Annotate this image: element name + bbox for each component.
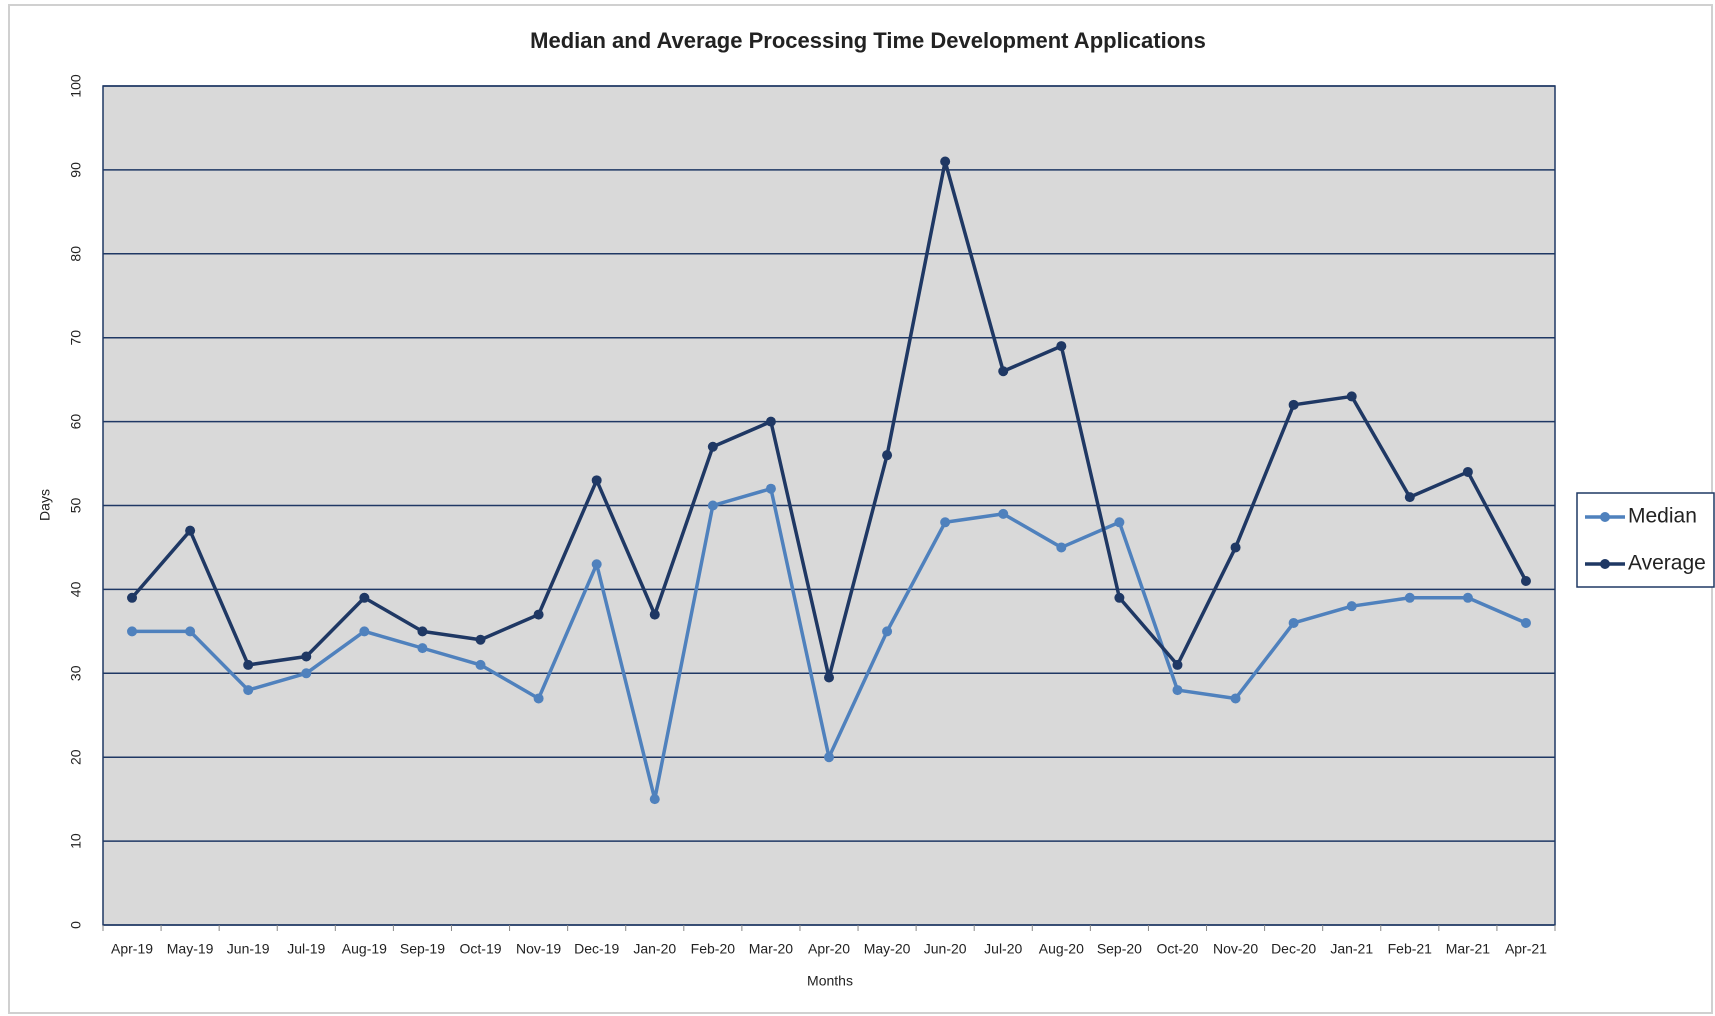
- x-tick-label: Aug-20: [1039, 941, 1084, 957]
- data-point: [998, 366, 1009, 377]
- data-point: [649, 794, 660, 805]
- x-tick-label: Mar-21: [1446, 941, 1491, 957]
- x-tick-label: Apr-20: [808, 941, 850, 957]
- x-tick-label: Mar-20: [749, 941, 794, 957]
- data-point: [1462, 592, 1473, 603]
- data-point: [1404, 492, 1415, 503]
- data-point: [127, 626, 138, 637]
- data-point: [359, 626, 370, 637]
- x-tick-label: Sep-20: [1097, 941, 1142, 957]
- x-tick-label: May-20: [864, 941, 911, 957]
- data-point: [1114, 592, 1125, 603]
- x-tick-label: Dec-19: [574, 941, 619, 957]
- data-point: [533, 693, 544, 704]
- x-tick-label: May-19: [167, 941, 214, 957]
- data-point: [1172, 659, 1183, 670]
- y-tick-label: 40: [68, 581, 84, 597]
- x-tick-label: Jan-20: [633, 941, 676, 957]
- y-tick-label: 80: [68, 246, 84, 262]
- data-point: [243, 685, 254, 696]
- data-point: [591, 475, 602, 486]
- x-tick-label: Sep-19: [400, 941, 445, 957]
- x-tick-label: Feb-20: [691, 941, 736, 957]
- x-axis-label: Months: [807, 973, 853, 989]
- data-point: [1230, 693, 1241, 704]
- data-point: [1288, 617, 1299, 628]
- y-tick-label: 30: [68, 665, 84, 681]
- data-point: [1056, 542, 1067, 553]
- legend-marker: [1600, 559, 1610, 569]
- data-point: [1346, 601, 1357, 612]
- data-point: [185, 525, 196, 536]
- y-tick-label: 20: [68, 749, 84, 765]
- data-point: [533, 609, 544, 620]
- data-point: [301, 668, 312, 679]
- data-point: [1520, 617, 1531, 628]
- y-tick-label: 100: [68, 74, 84, 98]
- data-point: [882, 450, 893, 461]
- x-tick-label: Apr-19: [111, 941, 153, 957]
- data-point: [1172, 685, 1183, 696]
- data-point: [1462, 466, 1473, 477]
- data-point: [649, 609, 660, 620]
- x-tick-label: Jul-19: [287, 941, 325, 957]
- x-tick-label: Jun-19: [227, 941, 270, 957]
- data-point: [591, 559, 602, 570]
- data-point: [1288, 399, 1299, 410]
- y-tick-label: 70: [68, 330, 84, 346]
- data-point: [882, 626, 893, 637]
- data-point: [1404, 592, 1415, 603]
- data-point: [1520, 576, 1531, 587]
- data-point: [1114, 517, 1125, 528]
- y-tick-label: 90: [68, 162, 84, 178]
- y-tick-label: 0: [68, 921, 84, 929]
- x-tick-label: Oct-20: [1156, 941, 1198, 957]
- x-tick-label: Dec-20: [1271, 941, 1316, 957]
- y-tick-label: 60: [68, 414, 84, 430]
- y-tick-label: 50: [68, 498, 84, 514]
- data-point: [824, 672, 834, 683]
- data-point: [940, 156, 951, 167]
- data-point: [1056, 341, 1067, 352]
- x-tick-label: Jul-20: [984, 941, 1022, 957]
- x-tick-label: Oct-19: [460, 941, 502, 957]
- x-tick-label: Jan-21: [1330, 941, 1373, 957]
- data-point: [417, 626, 428, 637]
- legend-text: Average: [1628, 552, 1706, 575]
- data-point: [127, 592, 138, 603]
- data-point: [940, 517, 951, 528]
- data-point: [765, 483, 776, 494]
- y-axis-label: Days: [37, 489, 53, 521]
- data-point: [1230, 542, 1241, 553]
- data-point: [1346, 391, 1357, 402]
- data-point: [359, 592, 370, 603]
- legend-text: Median: [1628, 505, 1697, 528]
- data-point: [475, 659, 486, 670]
- data-point: [824, 752, 834, 763]
- data-point: [707, 441, 718, 452]
- data-point: [765, 416, 776, 427]
- x-tick-label: Feb-21: [1388, 941, 1433, 957]
- x-tick-label: Aug-19: [342, 941, 387, 957]
- chart-title: Median and Average Processing Time Devel…: [530, 28, 1206, 53]
- data-point: [185, 626, 196, 637]
- data-point: [998, 508, 1009, 519]
- data-point: [707, 500, 718, 511]
- data-point: [243, 659, 254, 670]
- y-tick-label: 10: [68, 833, 84, 849]
- legend-marker: [1600, 512, 1610, 522]
- x-tick-label: Nov-19: [516, 941, 561, 957]
- x-tick-label: Apr-21: [1505, 941, 1547, 957]
- data-point: [475, 634, 486, 645]
- data-point: [417, 643, 428, 654]
- data-point: [301, 651, 312, 662]
- x-tick-label: Jun-20: [924, 941, 967, 957]
- legend-box: [1576, 492, 1715, 588]
- x-tick-label: Nov-20: [1213, 941, 1258, 957]
